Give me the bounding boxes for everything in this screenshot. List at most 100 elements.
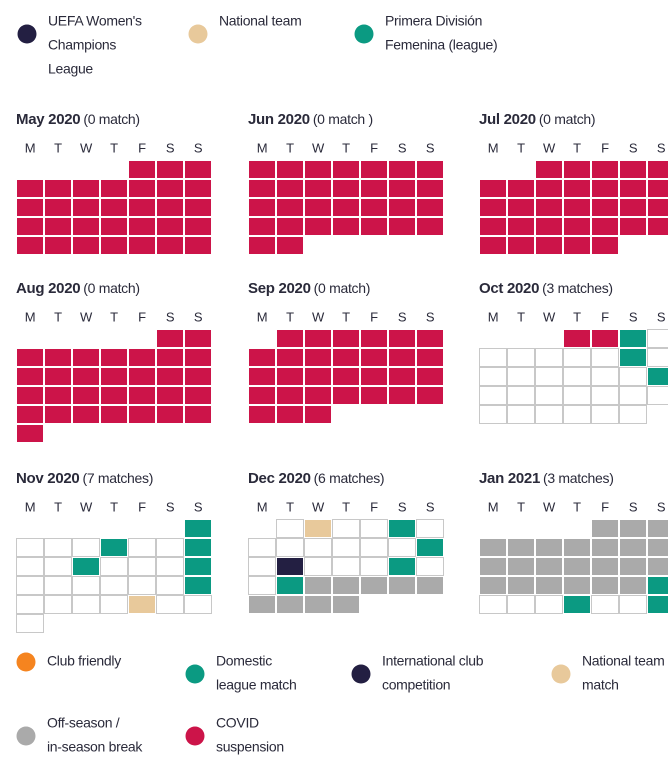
day-cell (44, 576, 72, 595)
day-cell (100, 576, 128, 595)
weekday: S (166, 499, 175, 514)
match-count: (6 matches) (314, 470, 385, 486)
day-cell (647, 217, 668, 236)
day-cell (563, 557, 591, 576)
day-cell (128, 386, 156, 405)
day-cell (44, 538, 72, 557)
day-cell (647, 576, 668, 595)
day-cell (100, 386, 128, 405)
day-cell (276, 595, 304, 614)
day-cell (591, 179, 619, 198)
day-cell (619, 386, 647, 405)
day-cell (507, 236, 535, 255)
weekday: T (573, 499, 581, 514)
day-cell (276, 557, 304, 576)
day-cell (276, 329, 304, 348)
day-cell (276, 386, 304, 405)
day-cell (276, 198, 304, 217)
day-cell (563, 595, 591, 614)
weekday: S (398, 499, 407, 514)
day-cell (479, 367, 507, 386)
day-cell (16, 557, 44, 576)
day-cell (184, 348, 212, 367)
legend-label: Femenina (league) (385, 37, 497, 53)
day-cell (360, 538, 388, 557)
month-title: Jan 2021 (3 matches) (479, 470, 614, 487)
weekday: S (657, 309, 666, 324)
day-cell (184, 405, 212, 424)
day-cell (156, 160, 184, 179)
day-cell (647, 329, 668, 348)
month-name: Aug 2020 (16, 280, 80, 297)
day-cell (248, 367, 276, 386)
day-cell (16, 386, 44, 405)
day-cell (332, 557, 360, 576)
day-cell (479, 198, 507, 217)
day-cell (619, 160, 647, 179)
day-cell (360, 519, 388, 538)
day-cell (332, 386, 360, 405)
day-cell (128, 198, 156, 217)
day-cell (360, 329, 388, 348)
day-cell (100, 557, 128, 576)
day-cell (647, 386, 668, 405)
day-cell (128, 179, 156, 198)
legend-label: suspension (216, 739, 284, 755)
day-cell (156, 198, 184, 217)
day-cell (619, 576, 647, 595)
weekday: S (166, 140, 175, 155)
day-cell (276, 160, 304, 179)
weekday: T (286, 499, 294, 514)
day-cell (591, 348, 619, 367)
day-cell (248, 348, 276, 367)
weekday: T (342, 499, 350, 514)
weekday: T (110, 309, 118, 324)
day-cell (388, 557, 416, 576)
day-cell (619, 179, 647, 198)
day-cell (563, 236, 591, 255)
day-cell (304, 386, 332, 405)
legend-label: Champions (48, 37, 116, 53)
weekday: M (488, 499, 499, 514)
weekday: S (426, 140, 435, 155)
day-cell (72, 386, 100, 405)
day-cell (647, 595, 668, 614)
weekday: F (138, 309, 146, 324)
day-cell (360, 217, 388, 236)
day-cell (16, 348, 44, 367)
month-title: Nov 2020 (7 matches) (16, 470, 153, 487)
day-cell (563, 348, 591, 367)
day-cell (479, 595, 507, 614)
day-cell (388, 576, 416, 595)
legend-label: Club friendly (47, 653, 121, 669)
day-cell (184, 576, 212, 595)
day-cell (416, 557, 444, 576)
day-cell (248, 179, 276, 198)
day-cell (479, 217, 507, 236)
day-cell (332, 160, 360, 179)
day-cell (248, 557, 276, 576)
weekday: M (488, 309, 499, 324)
day-cell (535, 367, 563, 386)
match-count: (0 match) (314, 280, 370, 296)
day-cell (360, 198, 388, 217)
month-name: Jan 2021 (479, 470, 540, 487)
day-cell (128, 557, 156, 576)
legend-label: COVID (216, 715, 259, 731)
weekday: S (194, 140, 203, 155)
day-cell (507, 348, 535, 367)
day-cell (128, 538, 156, 557)
day-cell (276, 576, 304, 595)
day-cell (248, 576, 276, 595)
day-cell (507, 405, 535, 424)
day-cell (416, 348, 444, 367)
match-count: (7 matches) (82, 470, 153, 486)
day-cell (304, 557, 332, 576)
day-cell (248, 538, 276, 557)
weekday: F (370, 309, 378, 324)
legend-label: in-season break (47, 739, 143, 755)
weekday: W (312, 140, 325, 155)
day-cell (647, 519, 668, 538)
day-cell (156, 236, 184, 255)
